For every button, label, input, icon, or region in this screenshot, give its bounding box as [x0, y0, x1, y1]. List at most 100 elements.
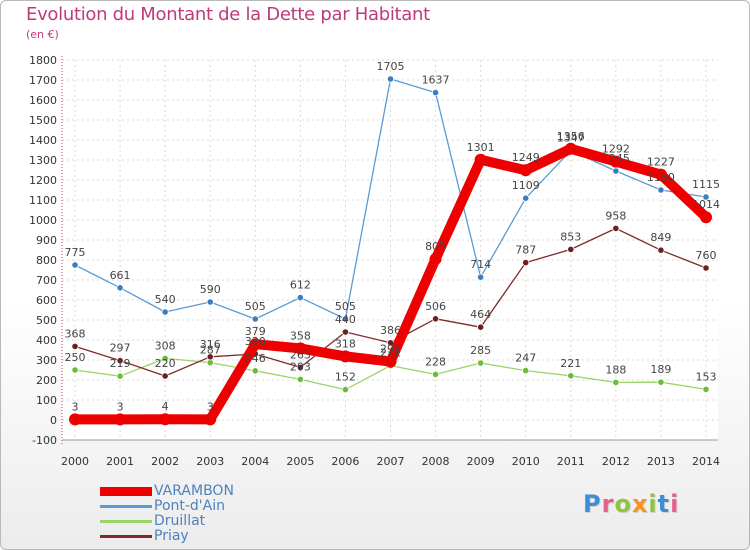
y-tick-label: 500 — [36, 314, 57, 327]
data-point — [251, 367, 259, 375]
data-point — [296, 293, 304, 302]
data-point — [657, 186, 665, 194]
chart-subtitle: (en €) — [26, 28, 59, 41]
data-point — [612, 224, 620, 232]
data-label: 1115 — [692, 178, 720, 191]
proxiti-logo: Proxiti — [583, 490, 679, 518]
x-tick-label: 2014 — [692, 455, 720, 468]
data-point — [161, 308, 169, 316]
y-tick-label: 600 — [36, 294, 57, 307]
data-label: 590 — [200, 283, 221, 296]
data-label: 1227 — [647, 156, 675, 169]
y-tick-label: 1800 — [29, 54, 57, 67]
data-point — [386, 75, 395, 83]
data-point — [294, 342, 307, 355]
data-point — [116, 372, 124, 380]
data-point — [69, 413, 81, 426]
data-point — [384, 355, 397, 368]
data-label: 1637 — [422, 74, 450, 87]
data-label: 1356 — [557, 130, 585, 143]
legend-label: Pont-d'Ain — [154, 498, 225, 514]
data-point — [612, 378, 620, 386]
data-point — [71, 342, 79, 350]
data-label: 849 — [650, 231, 671, 244]
legend-swatch — [100, 535, 152, 538]
logo-letter: x — [631, 490, 649, 518]
data-label: 612 — [290, 279, 311, 292]
data-point — [700, 211, 712, 224]
data-label: 1249 — [512, 151, 540, 164]
data-point — [429, 253, 442, 265]
data-label: 188 — [605, 363, 626, 376]
data-point — [71, 366, 79, 374]
data-label: 1347 — [557, 132, 585, 145]
data-label: 760 — [696, 249, 717, 262]
data-point — [204, 413, 217, 426]
data-point — [71, 261, 79, 269]
data-point — [116, 356, 124, 365]
data-point — [612, 167, 620, 175]
data-point — [206, 353, 214, 361]
data-point — [522, 258, 530, 267]
data-label: 540 — [155, 293, 176, 306]
data-label: 1150 — [647, 171, 675, 184]
data-label: 152 — [335, 371, 356, 384]
data-label: 464 — [470, 308, 491, 321]
x-tick-label: 2009 — [467, 455, 495, 468]
data-point — [477, 359, 485, 367]
y-tick-label: 800 — [36, 254, 57, 267]
x-tick-label: 2003 — [196, 455, 224, 468]
y-tick-label: 1600 — [29, 94, 57, 107]
x-tick-label: 2012 — [602, 455, 630, 468]
data-point — [161, 354, 169, 362]
data-point — [206, 298, 214, 306]
data-point — [341, 385, 350, 394]
data-label: 3 — [72, 400, 79, 413]
y-tick-label: 1300 — [29, 154, 57, 167]
data-label: 189 — [650, 363, 671, 376]
data-label: 506 — [425, 300, 446, 313]
data-point — [657, 246, 665, 254]
x-tick-label: 2005 — [286, 455, 314, 468]
data-point — [296, 375, 304, 383]
data-label: 219 — [110, 357, 131, 370]
data-label: 292 — [380, 343, 401, 356]
data-point — [431, 315, 440, 323]
data-point — [477, 273, 485, 281]
data-point — [519, 164, 532, 177]
data-label: 221 — [560, 357, 581, 370]
y-tick-label: 1200 — [29, 174, 57, 187]
x-tick-label: 2013 — [647, 455, 675, 468]
data-label: 330 — [245, 335, 266, 348]
data-label: 1245 — [602, 152, 630, 165]
y-tick-label: 1500 — [29, 114, 57, 127]
data-label: 505 — [245, 300, 266, 313]
data-label: 1014 — [692, 198, 720, 211]
data-label: 297 — [110, 342, 131, 355]
data-label: 3 — [117, 400, 124, 413]
data-point — [474, 153, 487, 166]
x-tick-label: 2000 — [61, 455, 89, 468]
data-label: 228 — [425, 355, 446, 368]
x-tick-label: 2001 — [106, 455, 134, 468]
chart-title: Evolution du Montant de la Dette par Hab… — [26, 4, 430, 25]
logo-letter: t — [657, 490, 671, 518]
x-tick-label: 2006 — [331, 455, 359, 468]
y-tick-label: 1100 — [29, 194, 57, 207]
data-label: 787 — [515, 244, 536, 257]
data-point — [702, 385, 710, 393]
data-label: 805 — [425, 240, 446, 253]
y-tick-label: 300 — [36, 354, 57, 367]
x-tick-label: 2011 — [557, 455, 585, 468]
data-label: 358 — [290, 329, 311, 342]
data-label: 1109 — [512, 179, 540, 192]
y-tick-label: 1000 — [29, 214, 57, 227]
data-point — [567, 372, 575, 380]
data-point — [251, 315, 259, 323]
logo-letter: i — [648, 490, 658, 518]
data-label: 4 — [162, 400, 169, 413]
legend-swatch — [100, 505, 152, 508]
data-label: 1301 — [467, 141, 495, 154]
data-point — [341, 315, 350, 323]
legend-label: Priay — [154, 528, 189, 544]
